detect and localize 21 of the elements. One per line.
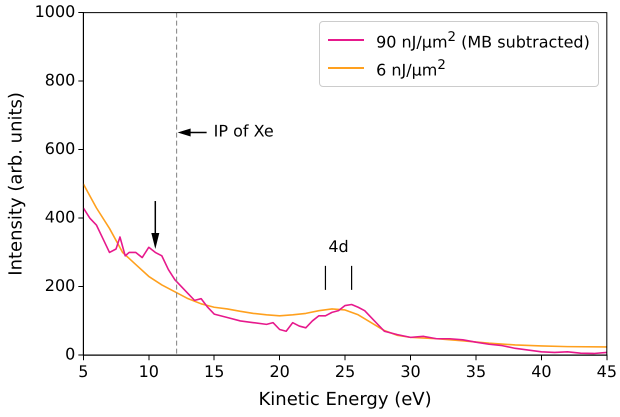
x-tick-label: 15 [204, 362, 224, 381]
x-tick-label: 30 [400, 362, 421, 381]
legend-label: 90 nJ/μm$^{2}$ (MB subtracted) [376, 28, 590, 53]
x-tick-label: 25 [334, 362, 356, 381]
ref-line-label: IP of Xe [214, 122, 274, 141]
y-axis-title: Intensity (arb. units) [5, 92, 26, 276]
x-tick-label: 5 [78, 362, 88, 381]
y-tick-label: 0 [65, 344, 76, 364]
legend-label: 6 nJ/μm$^{2}$ [376, 56, 446, 82]
x-tick-label: 20 [269, 362, 290, 381]
y-tick-label: 800 [44, 70, 76, 90]
y-tick-label: 600 [44, 138, 76, 158]
annotation: 4d [328, 237, 349, 256]
y-tick-label: 1000 [34, 2, 76, 21]
y-tick-label: 400 [44, 207, 76, 226]
y-tick-label: 200 [44, 276, 76, 295]
x-tick-label: 35 [466, 362, 486, 381]
x-tick-label: 10 [138, 362, 159, 381]
x-axis-title: Kinetic Energy (eV) [258, 388, 432, 410]
x-tick-label: 45 [596, 362, 617, 381]
x-tick-label: 40 [531, 362, 552, 381]
